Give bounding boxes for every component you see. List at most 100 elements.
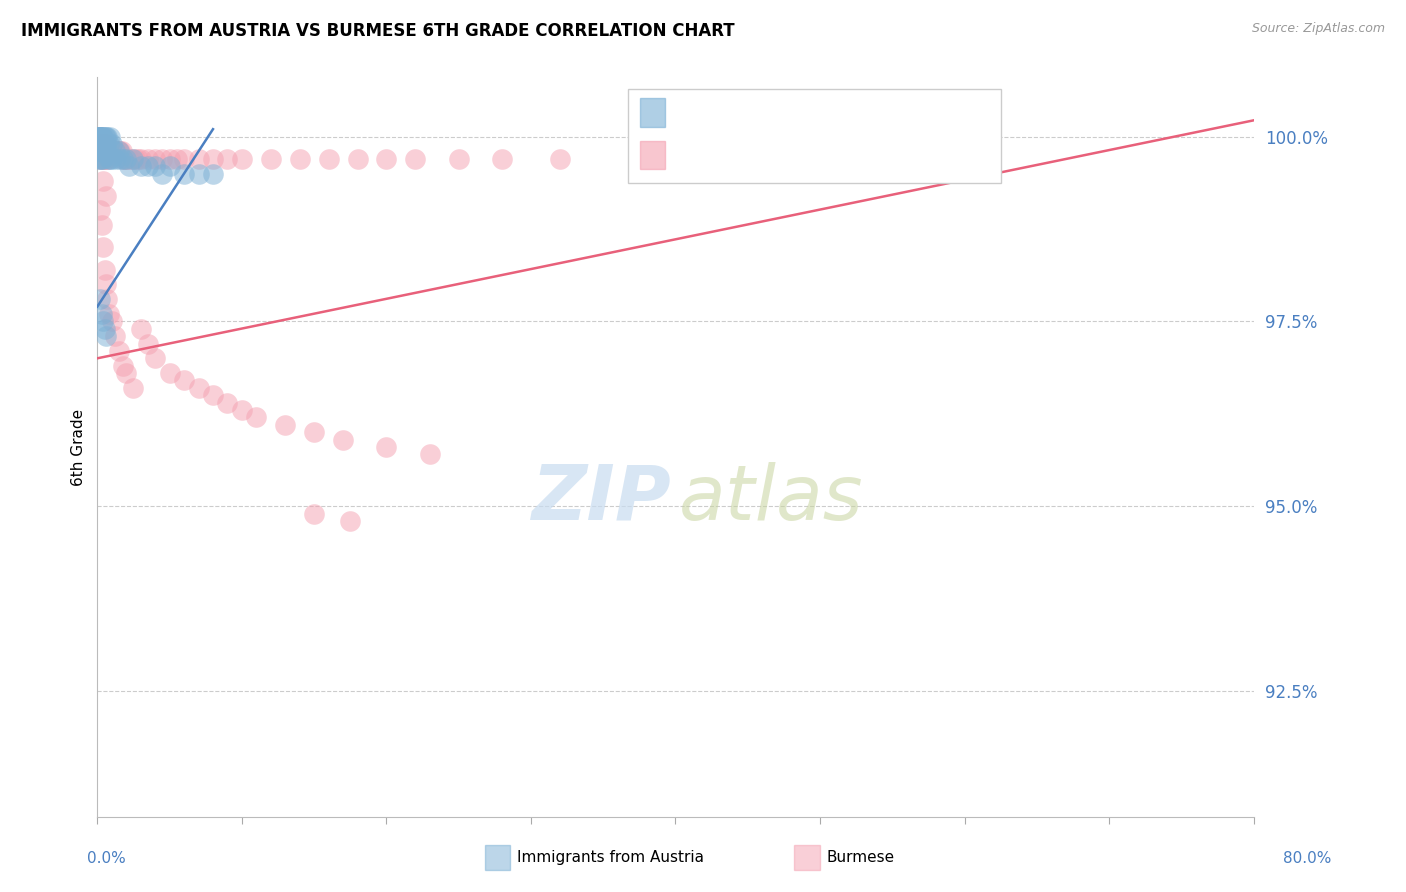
Point — [127, 152, 149, 166]
Point — [91, 136, 114, 151]
Point — [91, 314, 114, 328]
Point — [419, 447, 441, 461]
Point — [87, 145, 110, 159]
Point — [89, 292, 111, 306]
Point — [118, 152, 141, 166]
Text: atlas: atlas — [679, 462, 863, 536]
Point — [93, 262, 115, 277]
Point — [339, 514, 361, 528]
Point — [187, 167, 209, 181]
Point — [159, 159, 181, 173]
Point — [143, 351, 166, 366]
Point — [87, 136, 110, 151]
Point — [491, 152, 513, 166]
Point — [91, 240, 114, 254]
Point — [111, 145, 134, 159]
Point — [110, 145, 132, 159]
Point — [101, 152, 124, 166]
Point — [93, 136, 115, 151]
Point — [159, 366, 181, 380]
Point — [302, 507, 325, 521]
Point — [115, 366, 138, 380]
Point — [332, 433, 354, 447]
Point — [104, 145, 127, 159]
Point — [447, 152, 470, 166]
Point — [96, 136, 118, 151]
Point — [96, 152, 118, 166]
Point — [90, 136, 112, 151]
Point — [121, 152, 143, 166]
Point — [112, 152, 135, 166]
Point — [90, 152, 112, 166]
Point — [245, 410, 267, 425]
Point — [89, 129, 111, 144]
Point — [97, 152, 120, 166]
Point — [103, 145, 125, 159]
Point — [89, 145, 111, 159]
Point — [91, 145, 114, 159]
Point — [94, 329, 117, 343]
Point — [96, 129, 118, 144]
Point — [108, 145, 131, 159]
Point — [108, 145, 131, 159]
Point — [87, 129, 110, 144]
Point — [91, 129, 114, 144]
Point — [231, 152, 253, 166]
Point — [90, 145, 112, 159]
Point — [129, 322, 152, 336]
Point — [201, 152, 224, 166]
Point — [107, 145, 129, 159]
Text: Source: ZipAtlas.com: Source: ZipAtlas.com — [1251, 22, 1385, 36]
Point — [90, 307, 112, 321]
Point — [93, 152, 115, 166]
Point — [94, 188, 117, 202]
Point — [90, 129, 112, 144]
Point — [89, 129, 111, 144]
Point — [375, 440, 398, 454]
Point — [87, 152, 110, 166]
Point — [89, 145, 111, 159]
Point — [93, 129, 115, 144]
Point — [173, 374, 195, 388]
Point — [143, 152, 166, 166]
Point — [94, 145, 117, 159]
Point — [90, 219, 112, 233]
Point — [217, 395, 239, 409]
Point — [97, 136, 120, 151]
Point — [89, 203, 111, 218]
Point — [115, 152, 138, 166]
Point — [115, 152, 138, 166]
Point — [260, 152, 283, 166]
Text: IMMIGRANTS FROM AUSTRIA VS BURMESE 6TH GRADE CORRELATION CHART: IMMIGRANTS FROM AUSTRIA VS BURMESE 6TH G… — [21, 22, 735, 40]
Text: R = 0.350   N = 59: R = 0.350 N = 59 — [679, 103, 863, 121]
Point — [94, 152, 117, 166]
Point — [89, 136, 111, 151]
Point — [93, 322, 115, 336]
Point — [136, 159, 159, 173]
Point — [346, 152, 368, 166]
Point — [201, 388, 224, 402]
Point — [89, 136, 111, 151]
Point — [124, 152, 146, 166]
Point — [201, 167, 224, 181]
Point — [110, 152, 132, 166]
Point — [97, 145, 120, 159]
Point — [90, 152, 112, 166]
Text: 0.0%: 0.0% — [87, 851, 127, 865]
Point — [87, 152, 110, 166]
Point — [89, 136, 111, 151]
Point — [150, 167, 173, 181]
Point — [97, 307, 120, 321]
Text: R = 0.354   N = 85: R = 0.354 N = 85 — [679, 146, 863, 164]
Text: Burmese: Burmese — [827, 850, 894, 864]
Point — [91, 152, 114, 166]
Point — [98, 152, 121, 166]
Point — [143, 159, 166, 173]
Point — [173, 167, 195, 181]
Point — [94, 277, 117, 292]
Point — [302, 425, 325, 440]
Point — [91, 152, 114, 166]
Point — [129, 159, 152, 173]
Point — [90, 129, 112, 144]
Point — [91, 136, 114, 151]
